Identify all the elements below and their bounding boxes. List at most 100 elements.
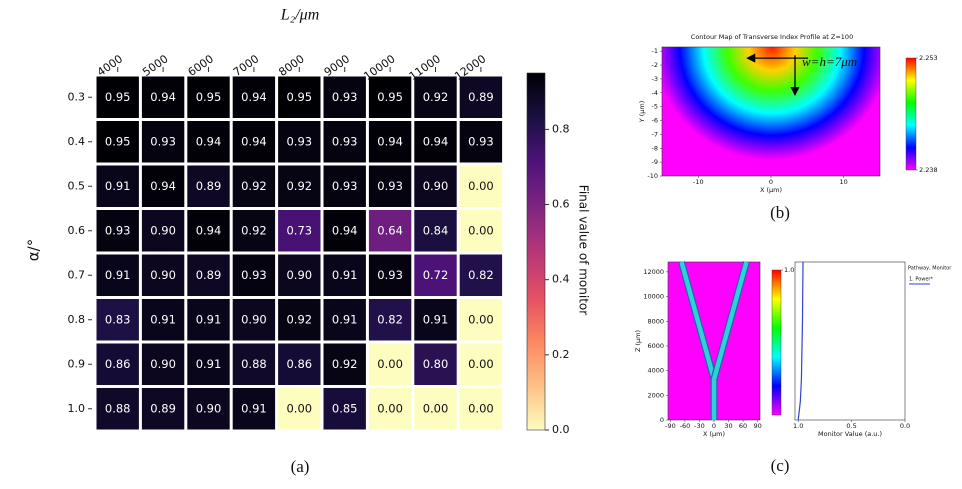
cell-label: 0.92	[241, 179, 267, 193]
heatmap-cell	[459, 388, 503, 430]
heatmap-cell	[232, 76, 276, 118]
heatmap-cell	[278, 299, 321, 341]
x-tick-label: 8000	[276, 52, 306, 79]
heatmap-cell	[459, 121, 503, 163]
cell-label: 0.95	[286, 90, 312, 104]
heatmap-cell	[323, 76, 366, 118]
x-tick-label: 0.5	[846, 422, 856, 430]
cell-label: 0.88	[241, 357, 267, 371]
cell-label: 0.85	[332, 401, 358, 415]
x-tick-label: 0.0	[900, 422, 910, 430]
heatmap-cell	[278, 210, 321, 252]
cell-label: 0.89	[468, 90, 494, 104]
heatmap-cell	[96, 210, 139, 252]
heatmap-cell	[414, 388, 457, 430]
y-tick-label: 0	[660, 416, 664, 424]
heatmap-cell	[368, 76, 412, 118]
heatmap-cell	[141, 76, 185, 118]
colorbar-tick-label: 2.238	[919, 166, 938, 174]
cell-label: 0.00	[286, 401, 312, 415]
heatmap-cell	[187, 210, 230, 252]
heatmap-cell	[96, 299, 139, 341]
cell-label: 0.00	[377, 401, 403, 415]
cell-label: 0.00	[468, 312, 494, 326]
y-tick-label: 0.8	[68, 313, 86, 326]
colorbar	[771, 269, 782, 416]
colorbar-tick-label: 1.0	[784, 266, 794, 274]
cell-label: 0.92	[286, 179, 312, 193]
cell-label: 0.93	[105, 223, 131, 237]
heatmap-cell	[96, 388, 139, 430]
x-tick-label: 9000	[322, 52, 352, 79]
heatmap-cell	[323, 343, 366, 385]
heatmap-cell	[323, 165, 366, 207]
y-tick-label: -3	[652, 75, 658, 83]
cell-label: 0.93	[377, 179, 403, 193]
heatmap-cell	[414, 76, 457, 118]
cell-label: 0.89	[150, 401, 176, 415]
colorbar-tick-label: 0.8	[552, 122, 570, 135]
heatmap-cell	[368, 299, 412, 341]
heatmap-cell	[459, 76, 503, 118]
y-tick-label: 10000	[643, 293, 664, 301]
heatmap-cell	[459, 165, 503, 207]
cell-label: 0.91	[332, 268, 358, 282]
x-tick-label: 0	[712, 422, 716, 430]
y-tick-label: 0.6	[68, 224, 86, 237]
cell-label: 0.80	[423, 357, 449, 371]
legend-label: 1. Power*	[909, 277, 933, 283]
x-tick-label: 5000	[140, 52, 170, 79]
heatmap-cell	[141, 299, 185, 341]
cell-label: 0.91	[105, 179, 131, 193]
x-axis-label: Monitor Value (a.u.)	[818, 430, 882, 438]
y-axis-label: Z (μm)	[634, 330, 642, 352]
colorbar-tick-label: 0.2	[552, 348, 570, 361]
y-tick-label: -4	[652, 89, 658, 97]
panel-label: (a)	[291, 457, 310, 476]
colorbar-tick-label: 0.4	[552, 273, 570, 286]
cell-label: 0.91	[196, 312, 222, 326]
heatmap-cell	[368, 343, 412, 385]
cell-label: 0.92	[241, 223, 267, 237]
cell-label: 0.72	[423, 268, 449, 282]
heatmap-cell	[278, 343, 321, 385]
cell-label: 0.95	[377, 90, 403, 104]
heatmap-cell	[368, 121, 412, 163]
x-tick-label: -30	[694, 422, 705, 430]
x-tick-label: 90	[753, 422, 761, 430]
colorbar	[905, 57, 917, 171]
heatmap-cell	[187, 343, 230, 385]
cell-label: 0.00	[377, 357, 403, 371]
cell-label: 0.94	[241, 134, 267, 148]
y-tick-label: 1.0	[68, 402, 86, 415]
power-line	[797, 261, 804, 421]
x-tick-label: 30	[724, 422, 732, 430]
cell-label: 0.84	[423, 223, 449, 237]
heatmap-cell	[141, 121, 185, 163]
cell-label: 0.90	[423, 179, 449, 193]
cell-label: 0.90	[241, 312, 267, 326]
cell-label: 0.94	[423, 134, 449, 148]
cell-label: 0.94	[377, 134, 403, 148]
colorbar-tick-label: 0.6	[552, 198, 570, 211]
x-tick-label: -10	[693, 178, 704, 186]
y-tick-label: 6000	[647, 342, 664, 350]
heatmap-cell	[141, 165, 185, 207]
heatmap-cell	[368, 388, 412, 430]
chart-title: L₂/μm	[280, 7, 320, 24]
heatmap-cell	[232, 254, 276, 296]
heatmap-cell	[414, 299, 457, 341]
x-axis-label: X (μm)	[703, 430, 725, 438]
x-tick-label: 6000	[186, 52, 216, 79]
heatmap-cell	[141, 210, 185, 252]
cell-label: 0.00	[468, 223, 494, 237]
cell-label: 0.92	[286, 312, 312, 326]
heatmap-cell	[96, 254, 139, 296]
heatmap-cell	[187, 121, 230, 163]
colorbar-label: Final value of monitor	[577, 185, 591, 315]
heatmap-cell	[414, 343, 457, 385]
chart-title: Contour Map of Transverse Index Profile …	[691, 33, 853, 41]
heatmap-cell	[323, 299, 366, 341]
heatmap-cell	[232, 343, 276, 385]
